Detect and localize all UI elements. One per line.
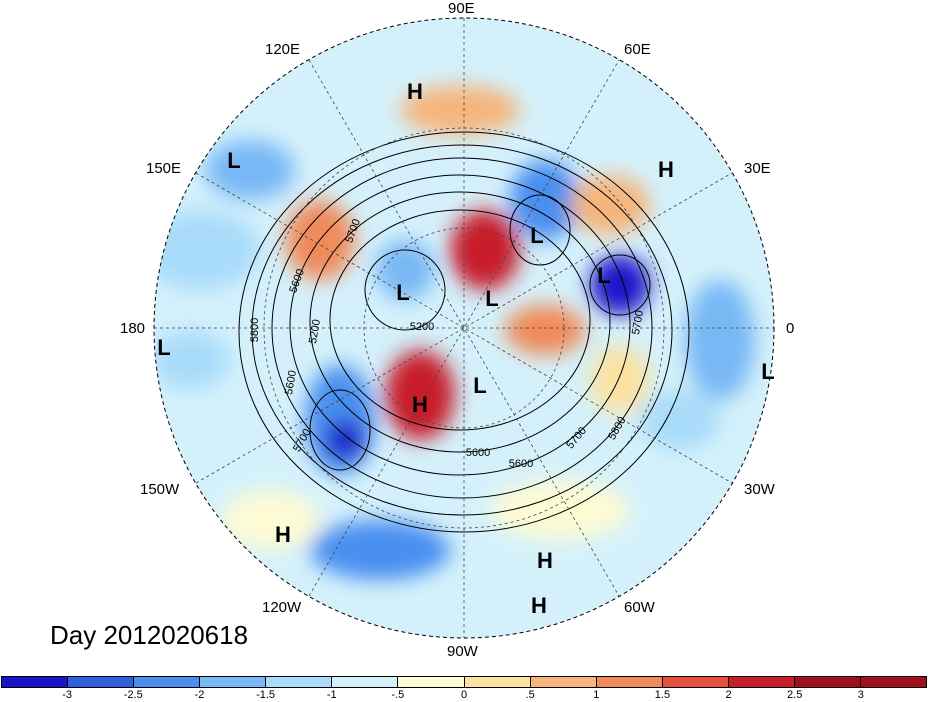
colorbar-tick-label: -.5 [391,689,405,701]
colorbar-segment [2,677,69,687]
colorbar-segment [134,677,201,687]
contour-label: 5600 [509,458,533,470]
colorbar-tick-label: -1 [326,689,337,701]
colorbar-tick-label: -2.5 [123,689,143,701]
colorbar-segment [728,677,795,687]
contour-label: 5200 [410,321,434,333]
low-pressure-marker: L [530,223,543,248]
colorbar-tick-label: 2.5 [787,689,803,701]
colorbar [1,676,927,688]
colorbar-segment [861,677,927,687]
colorbar-tick-label: -2 [194,689,205,701]
lon-label-120w: 120W [262,599,302,616]
high-pressure-marker: H [658,157,674,182]
contour-label: 5700 [630,309,646,335]
contour-label: 5200 [307,318,323,344]
colorbar-tick-label: -3 [62,689,73,701]
high-pressure-marker: H [537,548,553,573]
colorbar-segment [200,677,267,687]
colorbar-tick-label: .5 [525,689,535,701]
low-pressure-marker: L [473,373,486,398]
colorbar-segment [794,677,862,687]
map-boundary [153,17,775,639]
lon-label-30e: 30E [744,160,771,177]
colorbar-tick-label: 3 [857,689,864,701]
colorbar-segment [266,677,333,687]
colorbar-tick-label: 1.5 [654,689,671,701]
lon-label-150w: 150W [140,481,180,498]
lon-label-60e: 60E [624,41,651,58]
low-pressure-marker: L [157,335,170,360]
colorbar-segment [530,677,597,687]
low-pressure-marker: L [396,280,409,305]
lon-label-150e: 150E [146,160,182,177]
colorbar-tick-label: -1.5 [256,689,276,701]
high-pressure-marker: H [407,79,423,104]
graticule [154,18,774,638]
low-pressure-marker: L [485,286,498,311]
colorbar-tick-label: 2 [725,689,732,701]
contour-label: 5600 [283,369,299,395]
colorbar-segment [68,677,135,687]
colorbar-segment [398,677,465,687]
lon-label-30w: 30W [744,481,775,498]
colorbar-tick-label: 0 [460,689,468,701]
lon-label-90e: 90E [448,0,475,17]
colorbar-segment [596,677,663,687]
colorbar-segment [464,677,531,687]
lon-label-120e: 120E [265,41,301,58]
map-title: Day 2012020618 [50,620,249,650]
colorbar-segment [332,677,399,687]
lon-label-90w: 90W [447,643,478,660]
low-pressure-marker: L [761,359,774,384]
high-pressure-marker: H [275,522,291,547]
anomaly-field [154,18,774,638]
colorbar-tick-label: 1 [593,689,600,701]
high-pressure-marker: H [412,392,428,417]
contour-label: 5800 [249,318,261,342]
lon-label-0: 0 [786,320,795,337]
contour-label: 5600 [466,447,490,459]
high-pressure-marker: H [531,593,547,618]
colorbar-segment [662,677,729,687]
lon-label-180: 180 [120,320,146,337]
low-pressure-marker: L [227,148,240,173]
lon-label-60w: 60W [624,599,655,616]
low-pressure-marker: L [597,263,610,288]
